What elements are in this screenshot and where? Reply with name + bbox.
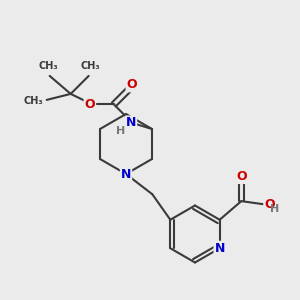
Text: CH₃: CH₃ bbox=[23, 95, 43, 106]
Text: H: H bbox=[116, 126, 126, 136]
Text: N: N bbox=[214, 242, 225, 255]
Text: O: O bbox=[264, 198, 275, 211]
Text: O: O bbox=[85, 98, 95, 111]
Text: N: N bbox=[126, 116, 136, 130]
Text: CH₃: CH₃ bbox=[80, 61, 100, 71]
Text: O: O bbox=[236, 170, 247, 183]
Text: H: H bbox=[270, 204, 279, 214]
Text: O: O bbox=[127, 78, 137, 92]
Text: CH₃: CH₃ bbox=[38, 61, 58, 71]
Text: N: N bbox=[121, 167, 131, 181]
